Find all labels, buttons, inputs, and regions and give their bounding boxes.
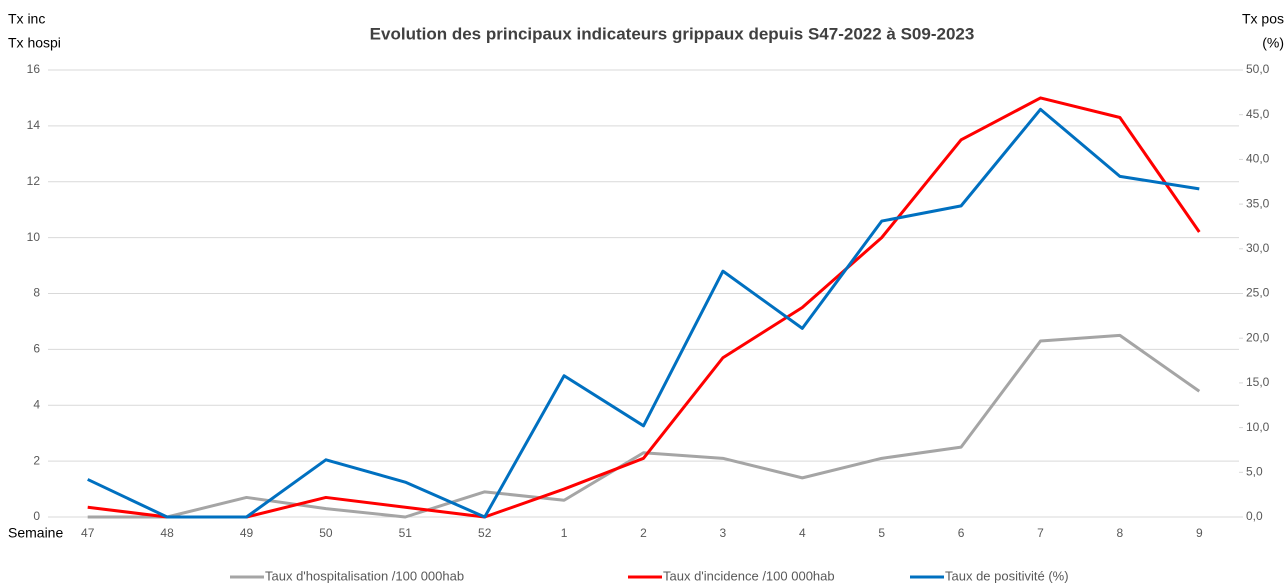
y-axis-label: Tx inc bbox=[8, 11, 45, 27]
legend-label: Taux d'incidence /100 000hab bbox=[663, 568, 835, 583]
x-tick-label: 3 bbox=[720, 526, 727, 540]
y2-tick-label: 50,0 bbox=[1246, 62, 1270, 76]
x-tick-label: 52 bbox=[478, 526, 492, 540]
y-axis-label: Tx hospi bbox=[8, 35, 61, 51]
x-tick-label: 49 bbox=[240, 526, 254, 540]
y-tick-label: 10 bbox=[27, 230, 41, 244]
y2-tick-label: 15,0 bbox=[1246, 375, 1270, 389]
chart-title: Evolution des principaux indicateurs gri… bbox=[370, 24, 975, 43]
y2-tick-label: 35,0 bbox=[1246, 196, 1270, 210]
x-tick-label: 5 bbox=[878, 526, 885, 540]
y2-tick-label: 45,0 bbox=[1246, 107, 1270, 121]
y-tick-label: 2 bbox=[33, 453, 40, 467]
y-tick-label: 8 bbox=[33, 286, 40, 300]
y2-axis-label: (%) bbox=[1262, 35, 1284, 51]
y-tick-label: 4 bbox=[33, 397, 40, 411]
y-tick-label: 0 bbox=[33, 509, 40, 523]
x-tick-label: 6 bbox=[958, 526, 965, 540]
y2-tick-label: 25,0 bbox=[1246, 286, 1270, 300]
legend-label: Taux de positivité (%) bbox=[945, 568, 1069, 583]
x-tick-label: 2 bbox=[640, 526, 647, 540]
x-tick-label: 48 bbox=[160, 526, 174, 540]
legend-label: Taux d'hospitalisation /100 000hab bbox=[265, 568, 464, 583]
x-tick-label: 9 bbox=[1196, 526, 1203, 540]
x-tick-label: 50 bbox=[319, 526, 333, 540]
y2-tick-label: 10,0 bbox=[1246, 420, 1270, 434]
x-tick-label: 8 bbox=[1117, 526, 1124, 540]
x-tick-label: 1 bbox=[561, 526, 568, 540]
y2-tick-label: 20,0 bbox=[1246, 330, 1270, 344]
series-line bbox=[87, 333, 1201, 519]
y-tick-label: 6 bbox=[33, 342, 40, 356]
x-tick-label: 7 bbox=[1037, 526, 1044, 540]
x-tick-label: 47 bbox=[81, 526, 95, 540]
y-tick-label: 16 bbox=[27, 62, 41, 76]
y2-axis-label: Tx pos bbox=[1242, 11, 1284, 27]
series-line bbox=[87, 96, 1201, 519]
y-tick-label: 12 bbox=[27, 174, 41, 188]
y2-tick-label: 5,0 bbox=[1246, 464, 1263, 478]
x-axis-label: Semaine bbox=[8, 525, 63, 541]
x-tick-label: 51 bbox=[399, 526, 413, 540]
series-line bbox=[87, 107, 1200, 519]
y2-tick-label: 30,0 bbox=[1246, 241, 1270, 255]
x-tick-label: 4 bbox=[799, 526, 806, 540]
y2-tick-label: 0,0 bbox=[1246, 509, 1263, 523]
y2-tick-label: 40,0 bbox=[1246, 152, 1270, 166]
y-tick-label: 14 bbox=[27, 118, 41, 132]
